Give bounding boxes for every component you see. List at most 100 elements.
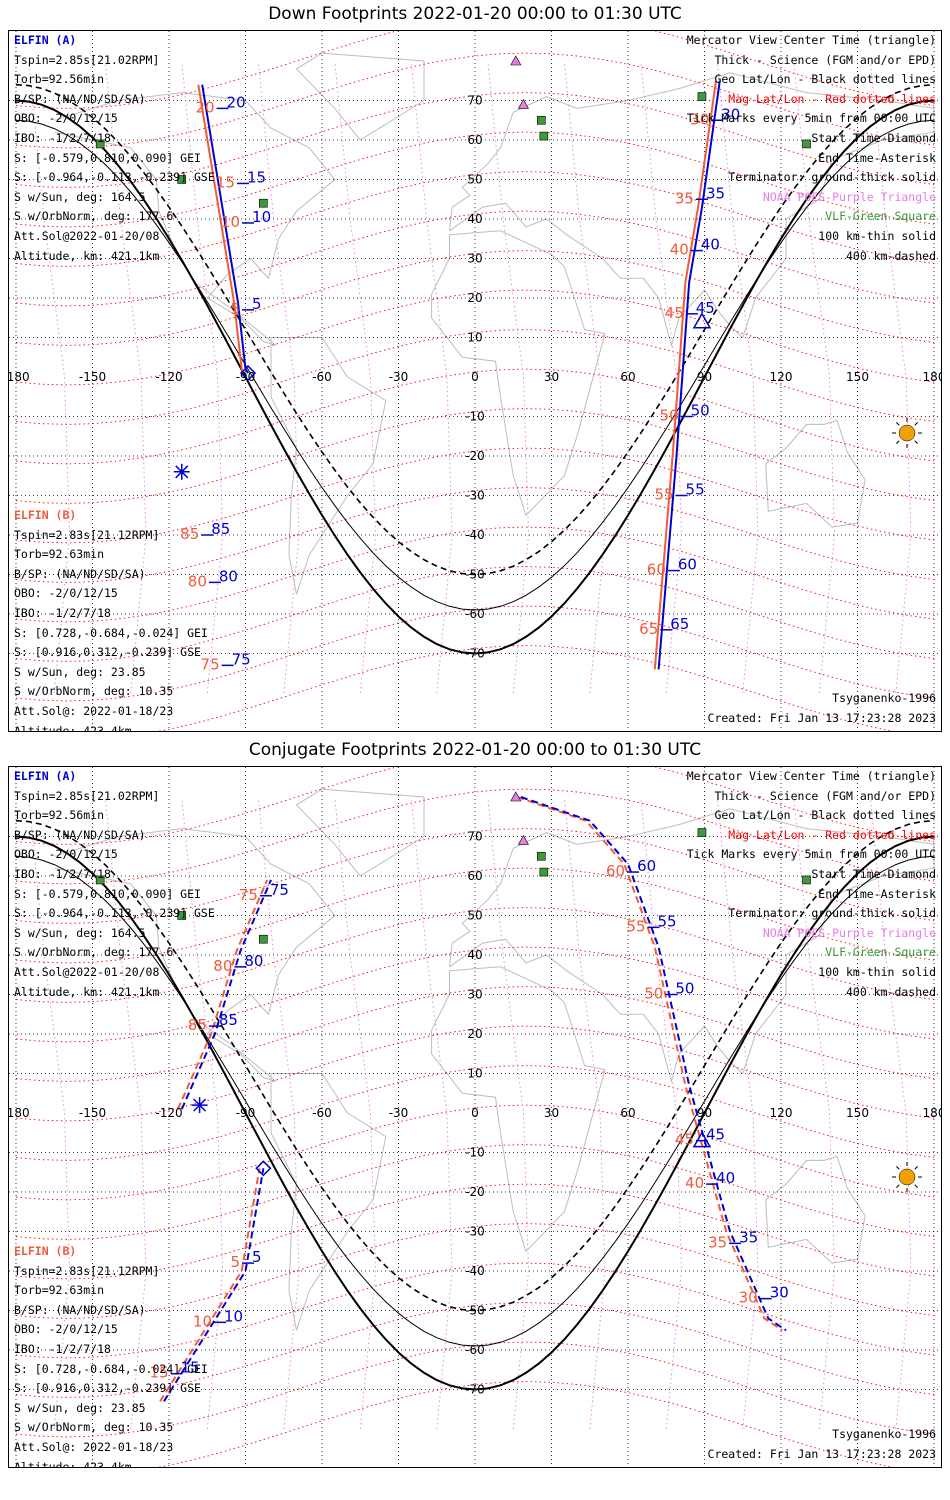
poes-triangle-icon <box>517 834 529 845</box>
elfin-a-line: B/SP: (NA/ND/SD/SA) <box>14 91 146 106</box>
elfin-a-header: ELFIN (A) <box>14 769 77 783</box>
tick-label-b: 10 <box>221 213 240 231</box>
legend-item: Mag Lat/Lon - Red dotted lines <box>728 827 936 842</box>
tick-label-a: 40 <box>701 236 720 254</box>
elfin-a-line: Att.Sol@2022-01-20/08 <box>14 228 160 243</box>
vlf-square-icon <box>177 175 187 184</box>
vlf-square-icon <box>539 867 549 877</box>
elfin-a-line: IBO: -1/2/7/18 <box>14 130 111 145</box>
lat-label: -20 <box>465 449 485 463</box>
track-elfin-a-1 <box>657 80 721 670</box>
tick-label-a: 35 <box>739 1228 758 1246</box>
legend-item: Thick - Science (FGM and/or EPD) <box>714 788 936 803</box>
legend-item: Mercator View Center Time (triangle) <box>686 769 936 783</box>
elfin-a-line: Torb=92.56min <box>14 808 105 823</box>
elfin-a-line: S: [-0.579,0.810,0.090] GEI <box>14 150 201 165</box>
elfin-b-line: Torb=92.63min <box>14 547 105 562</box>
lat-label: -20 <box>465 1185 485 1199</box>
elfin-a-line: Att.Sol@2022-01-20/08 <box>14 964 160 979</box>
lat-label: 70 <box>467 830 482 844</box>
elfin-b-line: Altitude: 423.4km <box>14 1459 132 1468</box>
model-label: Tsyganenko-1996 <box>832 691 936 705</box>
terminator-400km <box>15 83 935 576</box>
track-elfin-a-1 <box>180 879 272 1110</box>
legend-item: NOAA POES-Purple Triangle <box>762 189 936 204</box>
lon-label: 180 <box>923 1106 941 1120</box>
elfin-a-line: Tspin=2.85s[21.02RPM] <box>14 788 160 803</box>
legend-item: Tick Marks every 5min from 00:00 UTC <box>686 111 936 126</box>
vlf-square-icon <box>697 828 707 837</box>
elfin-b-line: Altitude: 423.4km <box>14 723 132 732</box>
lat-label: 60 <box>467 133 482 147</box>
tick-label-a: 85 <box>219 1011 238 1029</box>
tick-label-a: 5 <box>252 295 262 313</box>
tick-label-a: 80 <box>219 567 238 585</box>
tick-label-a: 60 <box>678 556 697 574</box>
lat-label: 60 <box>467 869 482 883</box>
lon-label: -30 <box>389 370 409 384</box>
track-elfin-a-0 <box>201 84 249 374</box>
lat-label: 10 <box>467 1067 482 1081</box>
created-label: Created: Fri Jan 13 17:23:28 2023 <box>707 711 936 725</box>
elfin-b-line: OBO: -2/0/12/15 <box>14 1322 118 1337</box>
elfin-a-line: S w/Sun, deg: 164.5 <box>14 925 146 940</box>
tick-label-b: 30 <box>739 1289 758 1307</box>
lat-label: -10 <box>465 410 485 424</box>
tick-label-a: 50 <box>675 980 694 998</box>
lon-label: 120 <box>770 1106 793 1120</box>
legend-item: Terminator: ground-thick solid <box>728 170 936 185</box>
start-diamond-icon <box>255 1160 272 1177</box>
lat-label: 30 <box>467 252 482 266</box>
elfin-b-line: OBO: -2/0/12/15 <box>14 586 118 601</box>
tick-label-b: 40 <box>670 241 689 259</box>
lat-label: -30 <box>465 1225 485 1239</box>
lon-label: 120 <box>770 370 793 384</box>
tick-label-b: 15 <box>216 173 235 191</box>
vlf-square-icon <box>95 139 105 149</box>
tick-label-b: 60 <box>647 561 666 579</box>
terminator-400km <box>15 819 935 1312</box>
lat-label: 40 <box>467 212 482 226</box>
tick-label-b: 50 <box>660 407 679 425</box>
elfin-b-line: S: [0.728,-0.684,-0.024] GEI <box>14 1361 208 1376</box>
tick-label-a: 35 <box>706 184 725 202</box>
lon-label: 180 <box>923 370 941 384</box>
track-elfin-b-0 <box>159 1168 261 1402</box>
elfin-b-line: Tspin=2.83s[21.12RPM] <box>14 1263 160 1278</box>
legend-item: VLF-Green Square <box>825 945 936 960</box>
geo-grid <box>9 767 941 1467</box>
lon-label: -60 <box>312 1106 332 1120</box>
legend-item: Thick - Science (FGM and/or EPD) <box>714 52 936 67</box>
lat-label: -10 <box>465 1146 485 1160</box>
elfin-b-line: Tspin=2.83s[21.12RPM] <box>14 527 160 542</box>
elfin-a-info: ELFIN (A) Tspin=2.85s[21.02RPM] Torb=92.56… <box>14 767 215 1002</box>
sun-icon <box>892 1162 922 1192</box>
elfin-a-line: Tspin=2.85s[21.02RPM] <box>14 52 160 67</box>
lon-label: 90 <box>697 370 712 384</box>
tick-label-a: 15 <box>181 1359 200 1377</box>
elfin-b-line: IBO: -1/2/7/18 <box>14 605 111 620</box>
elfin-a-line: B/SP: (NA/ND/SD/SA) <box>14 827 146 842</box>
model-label: Tsyganenko-1996 <box>832 1427 936 1441</box>
vlf-square-icon <box>95 875 105 885</box>
panel-title-down: Down Footprints 2022-01-20 00:00 to 01:3… <box>268 4 682 24</box>
elfin-b-line: S: [0.728,-0.684,-0.024] GEI <box>14 625 208 640</box>
elfin-a-line: Altitude, km: 421.1km <box>14 248 160 263</box>
elfin-b-info: ELFIN (B) Tspin=2.83s[21.12RPM] Torb=92.63… <box>14 1242 208 1468</box>
legend-item: Start Time-Diamond <box>811 866 936 881</box>
tick-label-b: 35 <box>708 1233 727 1251</box>
tick-label-b: 65 <box>639 620 658 638</box>
tick-label-a: 55 <box>658 912 677 930</box>
track-elfin-a-2 <box>520 796 787 1332</box>
lon-label: -120 <box>155 1106 182 1120</box>
tick-label-b: 35 <box>675 189 694 207</box>
lon-label: 150 <box>846 1106 869 1120</box>
tick-label-a: 20 <box>227 93 246 111</box>
created-label: Created: Fri Jan 13 17:23:28 2023 <box>707 1447 936 1461</box>
lat-label: -50 <box>465 1304 485 1318</box>
lat-label: 40 <box>467 948 482 962</box>
tick-label-b: 55 <box>654 486 673 504</box>
legend-item: 100 km-thin solid <box>818 964 936 979</box>
tick-label-b: 55 <box>626 917 645 935</box>
tick-label-b: 30 <box>690 110 709 128</box>
